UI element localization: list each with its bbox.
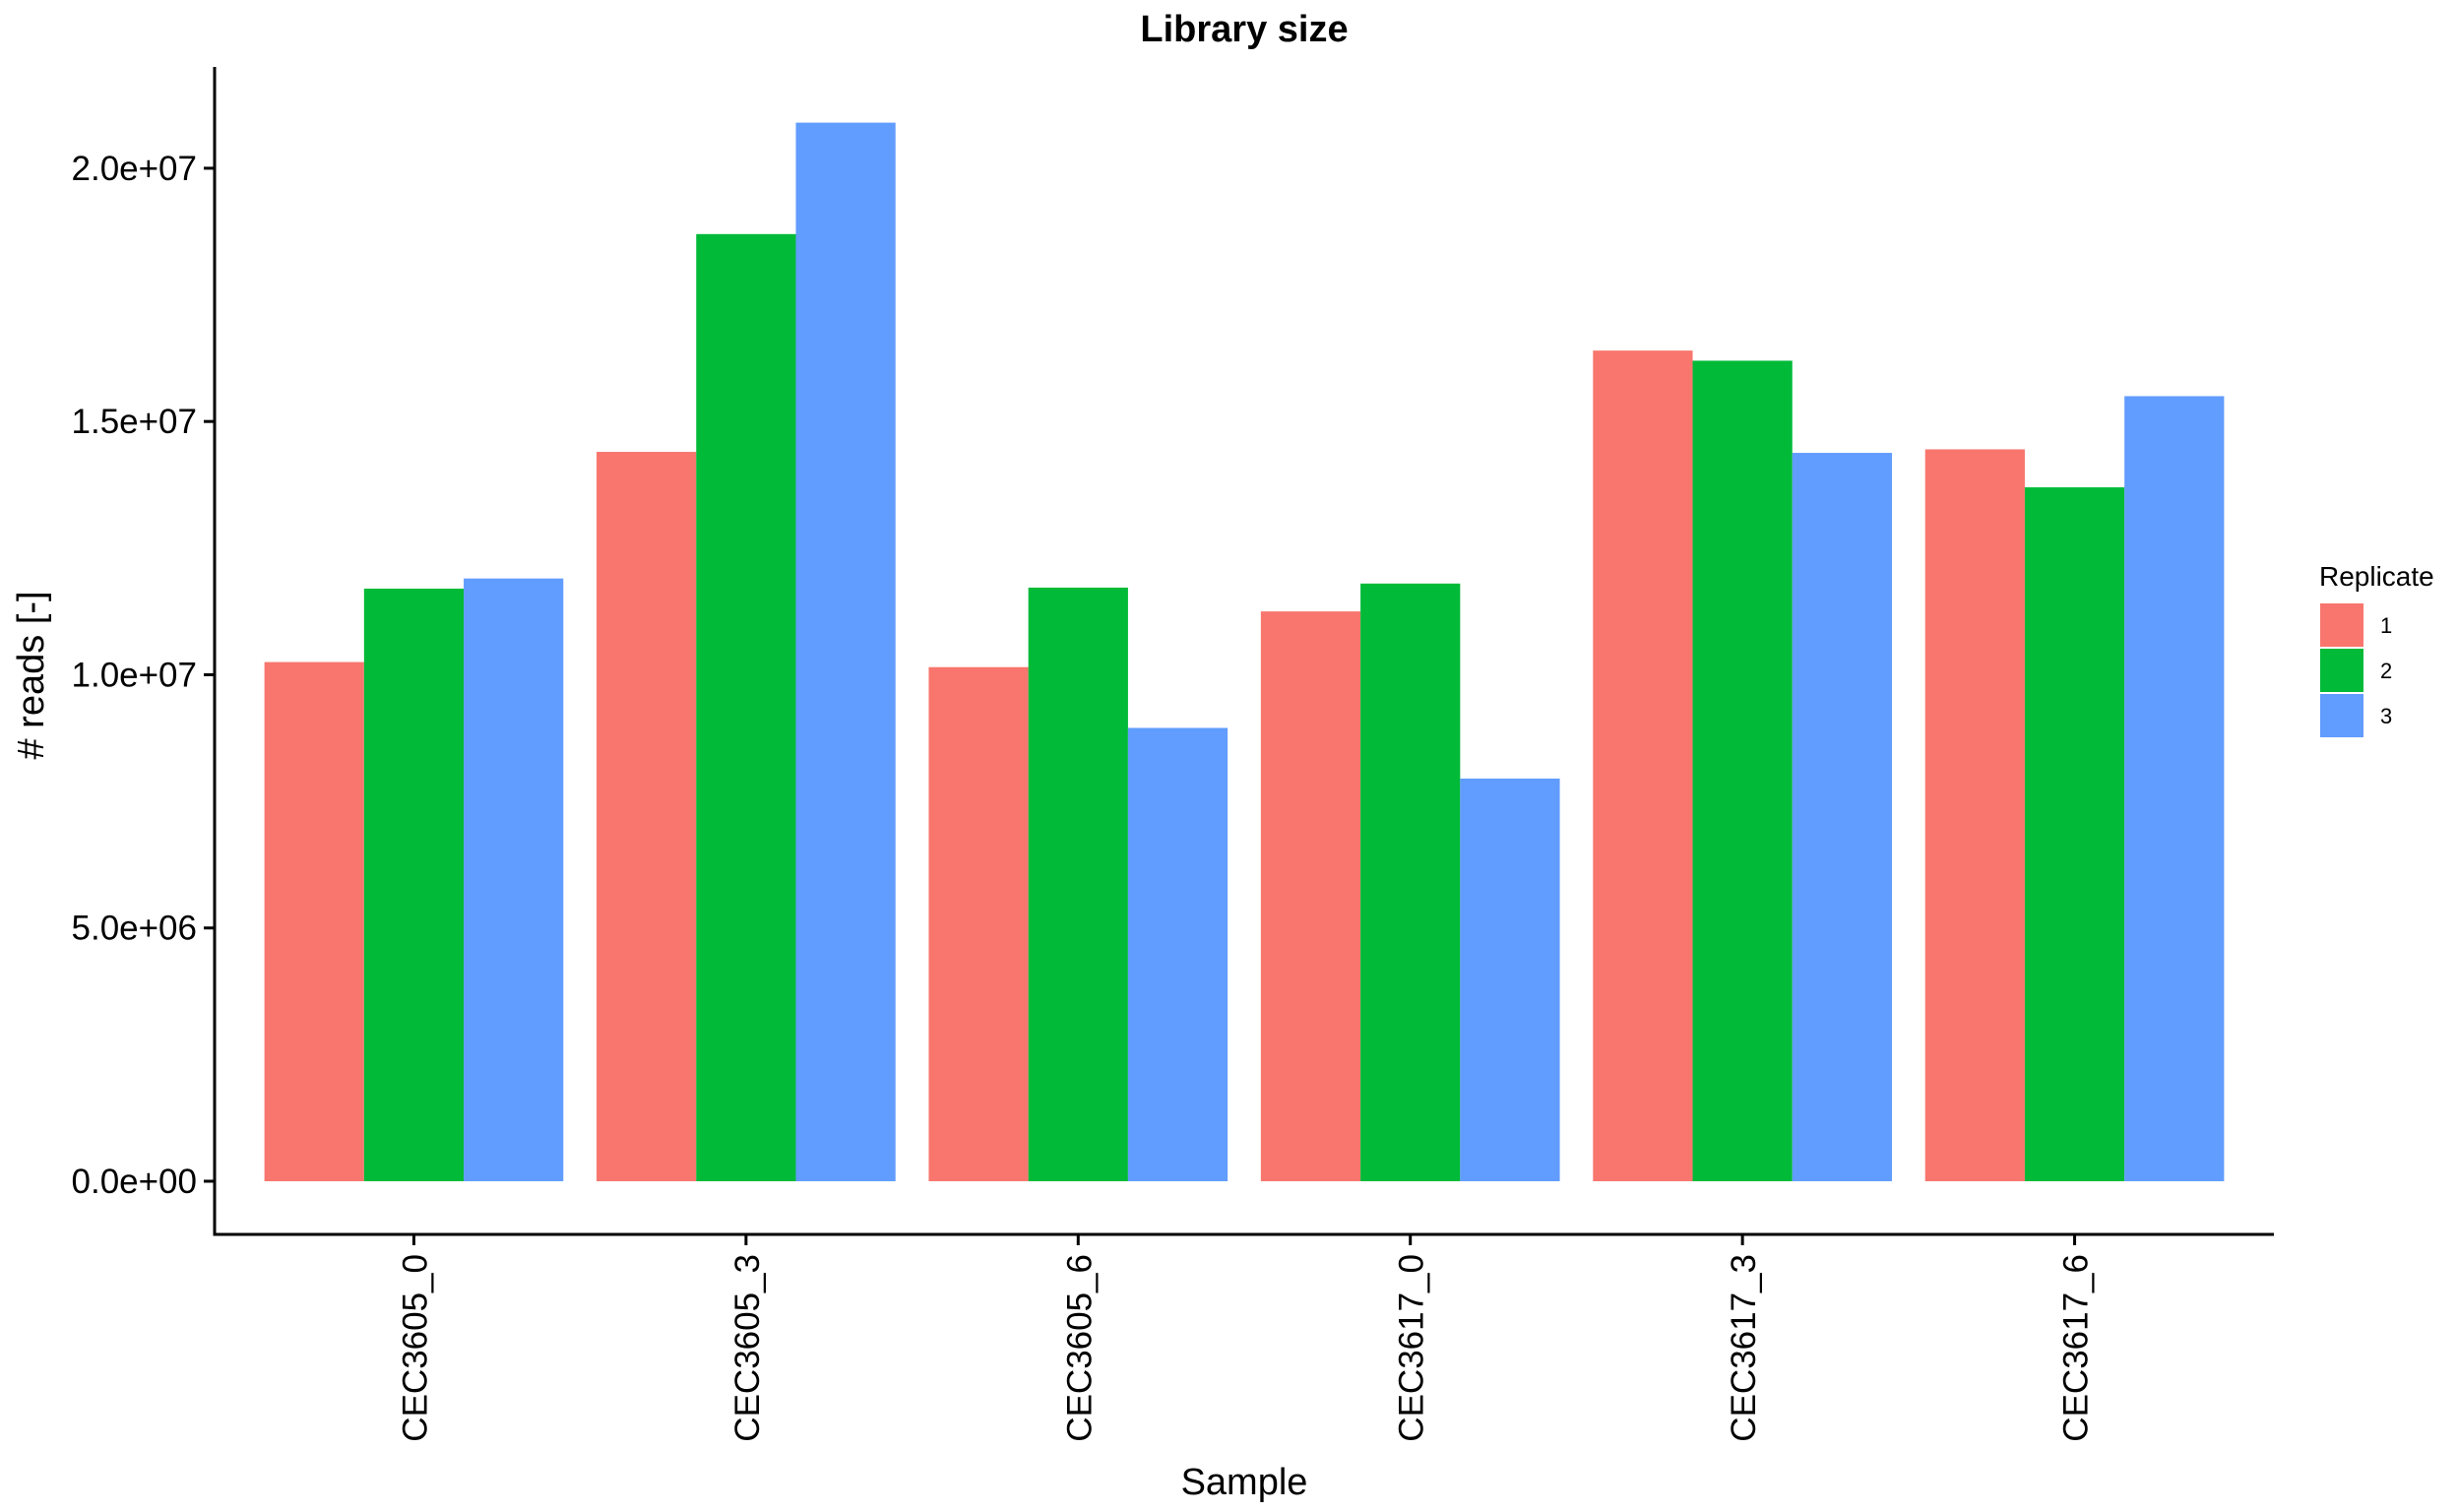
- bar-CEC3617_3-replicate-2: [1692, 360, 1793, 1181]
- x-tick-label: CEC3617_6: [2057, 1254, 2096, 1442]
- y-tick-label: 0.0e+00: [72, 1163, 198, 1201]
- y-tick-label: 1.5e+07: [72, 403, 198, 441]
- legend-label-2: 2: [2380, 659, 2392, 683]
- y-tick-label: 2.0e+07: [72, 150, 198, 188]
- bar-CEC3617_0-replicate-1: [1260, 611, 1361, 1181]
- legend-key-2: [2318, 647, 2365, 694]
- plot-area: [264, 122, 2225, 1181]
- y-tick-label: 5.0e+06: [72, 910, 198, 948]
- x-tick-label: CEC3617_0: [1393, 1254, 1431, 1442]
- bar-CEC3617_6-replicate-1: [1924, 449, 2025, 1181]
- legend-key-1: [2318, 601, 2365, 649]
- bar-CEC3617_3-replicate-3: [1792, 453, 1892, 1181]
- legend-items: 1 2 3: [2318, 601, 2392, 739]
- legend: Replicate 1 2 3: [2318, 561, 2434, 739]
- x-tick-label: CEC3617_3: [1725, 1254, 1763, 1442]
- y-axis-title: # reads [-]: [11, 591, 52, 759]
- bar-CEC3605_6-replicate-3: [1127, 727, 1228, 1181]
- chart-title: Library size: [1140, 9, 1348, 50]
- bar-CEC3605_6-replicate-2: [1028, 587, 1128, 1181]
- bar-CEC3605_0-replicate-2: [363, 588, 465, 1181]
- x-axis-ticks: CEC3605_0 CEC3605_3 CEC3605_6 CEC3617_0 CEC3…: [396, 1234, 2096, 1442]
- bar-CEC3617_3-replicate-1: [1593, 350, 1693, 1181]
- bar-CEC3605_3-replicate-2: [696, 233, 796, 1181]
- legend-title: Replicate: [2319, 561, 2434, 592]
- bar-CEC3617_6-replicate-2: [2024, 487, 2125, 1181]
- bar-CEC3605_3-replicate-3: [795, 122, 896, 1181]
- x-tick-label: CEC3605_0: [396, 1254, 434, 1442]
- legend-label-3: 3: [2380, 704, 2392, 728]
- legend-key-3: [2318, 692, 2365, 739]
- bar-CEC3605_0-replicate-3: [464, 578, 564, 1181]
- x-tick-label: CEC3605_6: [1060, 1254, 1099, 1442]
- bar-CEC3605_3-replicate-1: [597, 452, 697, 1181]
- y-axis-ticks: 0.0e+00 5.0e+06 1.0e+07 1.5e+07 2.0e+07: [72, 150, 215, 1201]
- bar-CEC3617_6-replicate-3: [2124, 396, 2225, 1181]
- legend-label-1: 1: [2380, 613, 2392, 638]
- x-axis-title: Sample: [1181, 1462, 1308, 1503]
- x-tick-label: CEC3605_3: [728, 1254, 767, 1442]
- bar-CEC3617_0-replicate-2: [1360, 583, 1461, 1181]
- bar-CEC3605_6-replicate-1: [928, 666, 1029, 1181]
- bar-CEC3605_0-replicate-1: [264, 662, 364, 1181]
- y-tick-label: 1.0e+07: [72, 656, 198, 694]
- bar-CEC3617_0-replicate-3: [1460, 778, 1560, 1181]
